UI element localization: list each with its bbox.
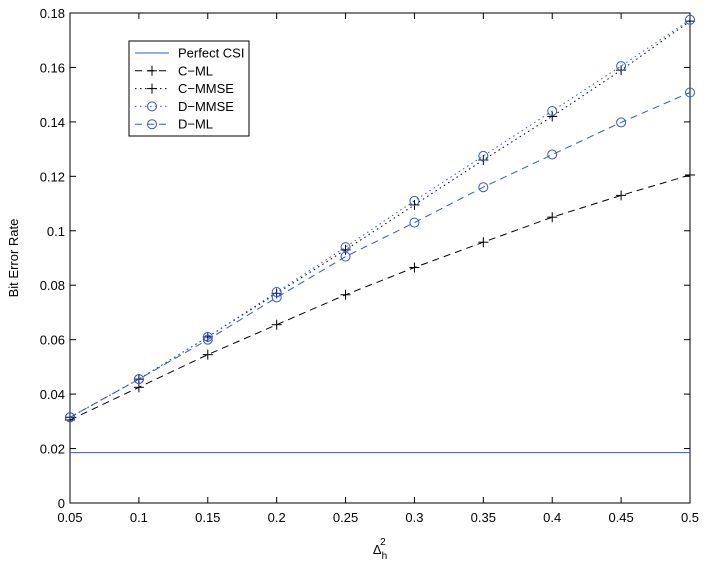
x-tick-label: 0.5 — [681, 510, 699, 525]
y-tick-label: 0.12 — [40, 169, 65, 184]
x-tick-label: 0.45 — [608, 510, 633, 525]
x-tick-label: 0.1 — [130, 510, 148, 525]
circle-marker — [147, 119, 157, 130]
circle-marker — [478, 150, 489, 161]
y-tick-label: 0.18 — [40, 6, 65, 21]
circle-marker — [340, 242, 351, 253]
circle-marker — [202, 334, 213, 345]
series-line — [69, 174, 691, 421]
circle-marker — [271, 292, 282, 303]
circle-marker — [133, 374, 144, 385]
y-tick-label: 0.16 — [40, 60, 65, 75]
x-axis-title-sub: h — [382, 551, 388, 562]
circle-marker — [409, 217, 420, 228]
plus-marker — [616, 190, 627, 201]
plus-marker — [147, 65, 157, 76]
legend-entry: D−MMSE — [135, 99, 234, 114]
y-axis-title: Bit Error Rate — [6, 219, 21, 298]
series-line — [69, 19, 691, 418]
circle-marker — [685, 14, 695, 25]
x-axis-title: Δh 2 — [373, 537, 387, 562]
x-tick-label: 0.35 — [471, 510, 496, 525]
circle-marker — [547, 149, 558, 160]
series-layer — [65, 14, 695, 454]
x-axis-title-sup: 2 — [380, 537, 386, 548]
circle-marker — [685, 87, 695, 98]
y-tick-label: 0.08 — [40, 278, 65, 293]
x-tick-label: 0.3 — [405, 510, 423, 525]
circle-marker — [147, 101, 157, 112]
x-tick-label: 0.05 — [57, 510, 82, 525]
legend-entry: C−ML — [135, 63, 213, 78]
x-tick-label: 0.15 — [195, 510, 220, 525]
circle-marker — [616, 117, 627, 128]
legend-entry: C−MMSE — [135, 81, 234, 96]
circle-marker — [547, 106, 558, 116]
circle-marker — [409, 195, 420, 206]
plus-marker — [340, 289, 351, 300]
series-line — [69, 20, 691, 418]
circle-marker — [202, 331, 213, 342]
y-tick-label: 0.06 — [40, 333, 65, 348]
y-tick-label: 0.14 — [40, 115, 65, 130]
legend-label: C−ML — [178, 63, 213, 78]
y-tick-label: 0 — [58, 496, 65, 511]
y-tick-label: 0.1 — [47, 224, 65, 239]
plus-marker — [547, 212, 558, 223]
series-C−ML — [65, 169, 695, 425]
circle-marker — [65, 412, 75, 423]
plus-marker — [271, 319, 282, 330]
axis-ticks: 0.05 0.1 0.15 0.2 0.25 0.3 0.35 0.4 0.45 0.5 0 0.02… — [40, 6, 699, 525]
plus-marker — [685, 169, 695, 180]
plus-marker — [478, 237, 489, 248]
circle-marker — [616, 61, 627, 72]
legend-label: D−MMSE — [178, 99, 234, 114]
legend-label: Perfect CSI — [178, 46, 244, 61]
legend-label: C−MMSE — [178, 81, 234, 96]
legend-entry: D−ML — [135, 117, 213, 132]
plus-marker — [547, 111, 558, 122]
plus-marker — [409, 262, 420, 273]
series-D−ML — [65, 87, 695, 423]
legend-label: D−ML — [178, 117, 213, 132]
circle-marker — [478, 182, 489, 193]
y-tick-label: 0.02 — [40, 442, 65, 457]
plus-marker — [147, 83, 157, 94]
y-tick-label: 0.04 — [40, 387, 65, 402]
x-axis-title-main: Δ — [373, 542, 382, 557]
circle-marker — [271, 287, 282, 298]
legend-entry: Perfect CSI — [135, 46, 244, 61]
circle-marker — [340, 251, 351, 262]
x-tick-label: 0.25 — [333, 510, 358, 525]
x-tick-label: 0.4 — [543, 510, 561, 525]
plus-marker — [202, 349, 213, 360]
x-tick-label: 0.2 — [268, 510, 286, 525]
legend: Perfect CSI C−ML C−MMSE D−MMSE D−ML — [128, 40, 250, 137]
